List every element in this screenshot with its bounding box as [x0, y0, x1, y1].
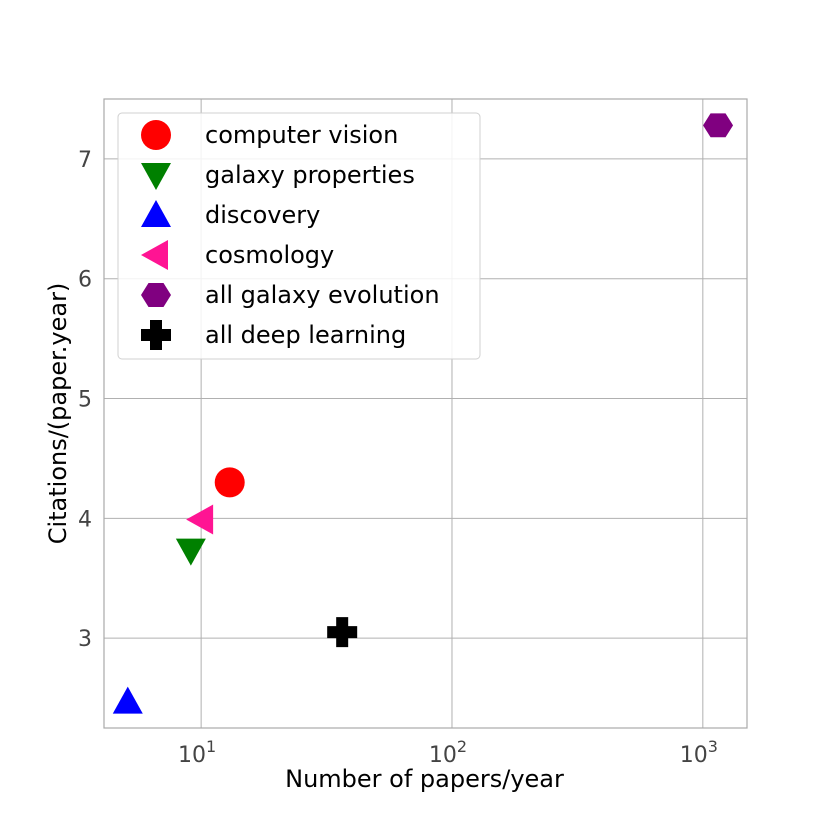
point-cosmology — [186, 504, 214, 535]
y-tick-label: 6 — [78, 268, 92, 293]
y-tick-label: 3 — [78, 627, 92, 652]
point-all-deep-learning — [327, 617, 358, 648]
legend-label-galaxy-properties: galaxy properties — [205, 161, 415, 189]
legend-label-cosmology: cosmology — [205, 241, 334, 269]
legend-label-all-deep-learning: all deep learning — [205, 321, 406, 349]
y-axis-label: Citations/(paper.year) — [44, 283, 72, 545]
axis-ticks: 101 102 103 3 4 5 6 7 — [78, 148, 718, 768]
legend-marker-computer-vision — [141, 120, 171, 150]
x-tick-label: 103 — [680, 737, 718, 768]
legend-marker-discovery — [141, 200, 171, 227]
legend-marker-cosmology — [141, 240, 168, 270]
y-tick-label: 4 — [78, 507, 92, 532]
data-markers — [112, 113, 734, 714]
legend-marker-galaxy-properties — [141, 163, 171, 190]
point-all-galaxy-evolution — [703, 113, 734, 138]
point-computer-vision — [214, 467, 245, 498]
legend-label-discovery: discovery — [205, 201, 320, 229]
legend-label-computer-vision: computer vision — [205, 121, 398, 149]
x-tick-label: 101 — [178, 737, 216, 768]
legend-box — [117, 112, 481, 360]
point-galaxy-properties — [175, 538, 206, 566]
legend-label-all-galaxy-evolution: all galaxy evolution — [205, 281, 440, 309]
y-tick-label: 7 — [78, 148, 92, 173]
legend-marker-all-deep-learning — [141, 320, 171, 350]
legend-marker-all-galaxy-evolution — [141, 283, 171, 307]
y-tick-label: 5 — [78, 388, 92, 413]
x-axis-label: Number of papers/year — [285, 765, 564, 793]
plot-frame — [103, 98, 748, 729]
point-discovery — [112, 686, 143, 714]
legend: computer vision galaxy properties discover… — [117, 112, 481, 360]
x-tick-label: 102 — [429, 737, 467, 768]
